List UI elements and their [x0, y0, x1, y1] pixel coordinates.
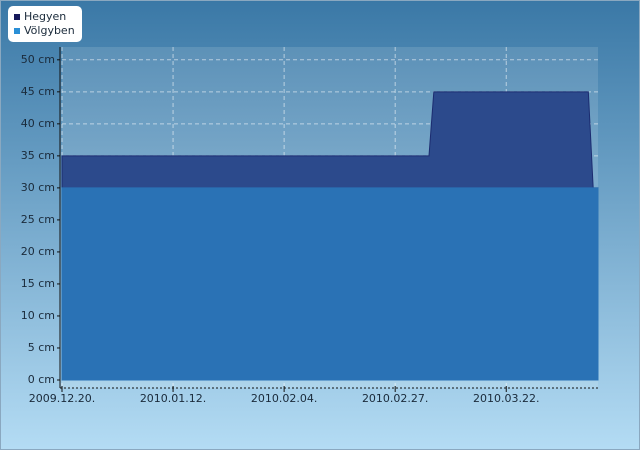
- x-tick-label: 2010.02.04.: [251, 392, 317, 405]
- y-tick-label: 30 cm: [21, 181, 55, 194]
- y-tick-label: 10 cm: [21, 309, 55, 322]
- x-tick-label: 2010.01.12.: [140, 392, 206, 405]
- y-tick-label: 25 cm: [21, 213, 55, 226]
- legend-swatch: [14, 28, 20, 34]
- legend-label: Hegyen: [24, 10, 66, 23]
- plot-layer: 0 cm 5 cm 10 cm 15 cm 20 cm 25 cm 30 cm 35 cm 40…: [21, 47, 599, 405]
- y-tick-label: 45 cm: [21, 85, 55, 98]
- area: [61, 187, 599, 381]
- legend-label: Völgyben: [24, 24, 75, 37]
- x-tick-label: 2009.12.20.: [29, 392, 95, 405]
- x-tick-label: 2010.02.27.: [362, 392, 428, 405]
- legend-box: [8, 6, 82, 42]
- y-tick-label: 40 cm: [21, 117, 55, 130]
- y-tick-label: 50 cm: [21, 53, 55, 66]
- y-tick-label: 15 cm: [21, 277, 55, 290]
- y-tick-label: 35 cm: [21, 149, 55, 162]
- x-tick-label: 2010.03.22.: [473, 392, 539, 405]
- y-tick-label: 20 cm: [21, 245, 55, 258]
- y-tick-label: 5 cm: [28, 341, 55, 354]
- y-tick-label: 0 cm: [28, 373, 55, 386]
- legend-swatch: [14, 14, 20, 20]
